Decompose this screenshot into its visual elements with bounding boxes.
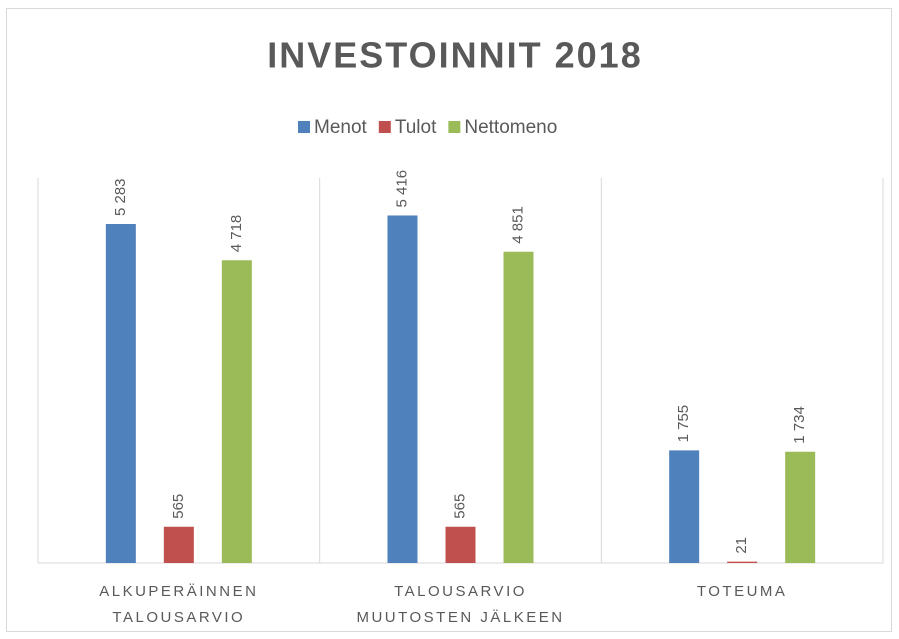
x-tick-label: ALKUPERÄINNEN TALOUSARVIO [99,583,258,626]
x-tick-label: TALOUSARVIO MUUTOSTEN JÄLKEEN [356,583,564,626]
value-label: 1 755 [675,405,692,443]
bar [387,215,418,563]
value-label: 21 [733,537,750,554]
value-label: 5 283 [112,178,129,216]
value-label: 4 851 [509,206,526,244]
legend-swatch [448,121,461,133]
legend-swatch [378,121,391,133]
chart-title: INVESTOINNIT 2018 [267,35,642,76]
legend-label: Tulot [395,117,437,138]
bar [727,561,758,563]
legend-label: Nettomeno [464,117,557,138]
legend-label: Menot [314,117,368,138]
bar [221,260,252,563]
bar [785,451,816,563]
bar [163,526,194,563]
value-label: 4 718 [228,215,245,253]
bar [445,526,476,563]
bar [105,224,136,563]
value-label: 5 416 [393,170,410,208]
value-label: 565 [170,494,187,519]
bar [503,251,534,564]
legend-swatch [298,121,310,133]
value-label: 1 734 [791,406,808,444]
bar [669,450,700,563]
value-label: 565 [451,494,468,519]
x-tick-label: TOTEUMA [697,583,788,600]
